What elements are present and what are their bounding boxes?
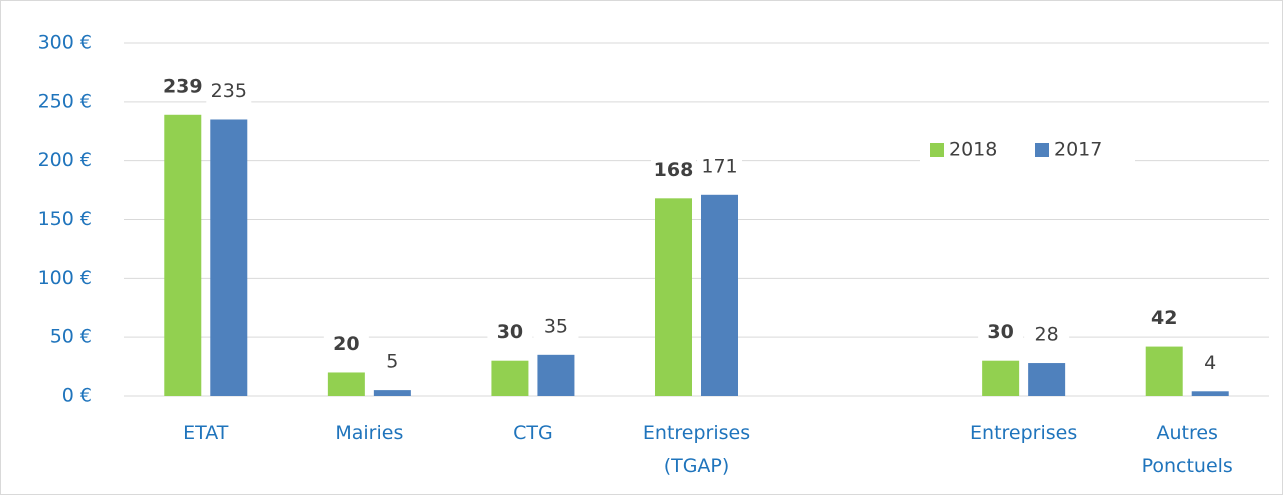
legend-swatch xyxy=(930,143,944,157)
y-tick-label: 100 € xyxy=(38,267,92,289)
bar xyxy=(655,198,692,396)
value-label-bg xyxy=(369,350,415,375)
value-label: 168 xyxy=(654,159,694,181)
value-label-bg xyxy=(533,314,579,339)
y-tick-label: 50 € xyxy=(50,326,92,348)
y-tick-label: 300 € xyxy=(38,32,92,54)
bar xyxy=(1145,346,1183,396)
value-label: 28 xyxy=(1035,324,1059,346)
bar xyxy=(701,194,738,396)
y-tick-label: 150 € xyxy=(38,208,92,230)
x-tick-label: Mairies xyxy=(335,422,403,444)
legend-label: 2018 xyxy=(949,139,997,161)
value-label-bg xyxy=(978,320,1024,345)
bar xyxy=(164,114,202,396)
value-label-bg xyxy=(1024,323,1070,348)
value-label-bg xyxy=(323,332,369,357)
y-tick-label: 250 € xyxy=(38,90,92,112)
value-label-bg xyxy=(487,320,533,345)
x-tick-label: ETAT xyxy=(183,422,229,444)
value-label-bg xyxy=(206,79,252,104)
value-label: 5 xyxy=(386,351,398,373)
value-label: 171 xyxy=(701,155,737,177)
value-label-bg xyxy=(1187,351,1233,376)
value-label: 35 xyxy=(544,315,568,337)
value-label: 4 xyxy=(1204,352,1216,374)
value-label-bg xyxy=(160,74,206,99)
legend-swatch xyxy=(1035,143,1049,157)
x-tick-label: Entreprises (TGAP) xyxy=(643,422,750,477)
legend-label: 2017 xyxy=(1054,139,1102,161)
bar xyxy=(982,360,1020,396)
bar xyxy=(210,119,248,396)
value-label-bg xyxy=(697,154,742,179)
x-tick-label: Entreprises xyxy=(970,422,1077,444)
bar xyxy=(327,372,365,396)
x-tick-label: CTG xyxy=(513,422,553,444)
value-label: 235 xyxy=(211,80,247,102)
bar xyxy=(491,360,529,396)
legend-bg xyxy=(920,132,1135,168)
value-label: 239 xyxy=(163,75,203,97)
value-label: 30 xyxy=(987,321,1013,343)
value-label: 30 xyxy=(497,321,523,343)
y-tick-label: 0 € xyxy=(62,385,92,407)
bar xyxy=(1191,391,1229,396)
bar xyxy=(373,390,411,396)
y-tick-label: 200 € xyxy=(38,149,92,171)
value-label: 20 xyxy=(333,333,359,355)
bar xyxy=(1028,363,1066,396)
value-label-bg xyxy=(651,158,696,183)
value-label: 42 xyxy=(1151,307,1177,329)
bar xyxy=(537,354,575,396)
x-tick-label: Autres Ponctuels xyxy=(1142,422,1233,477)
value-label-bg xyxy=(1141,306,1187,331)
